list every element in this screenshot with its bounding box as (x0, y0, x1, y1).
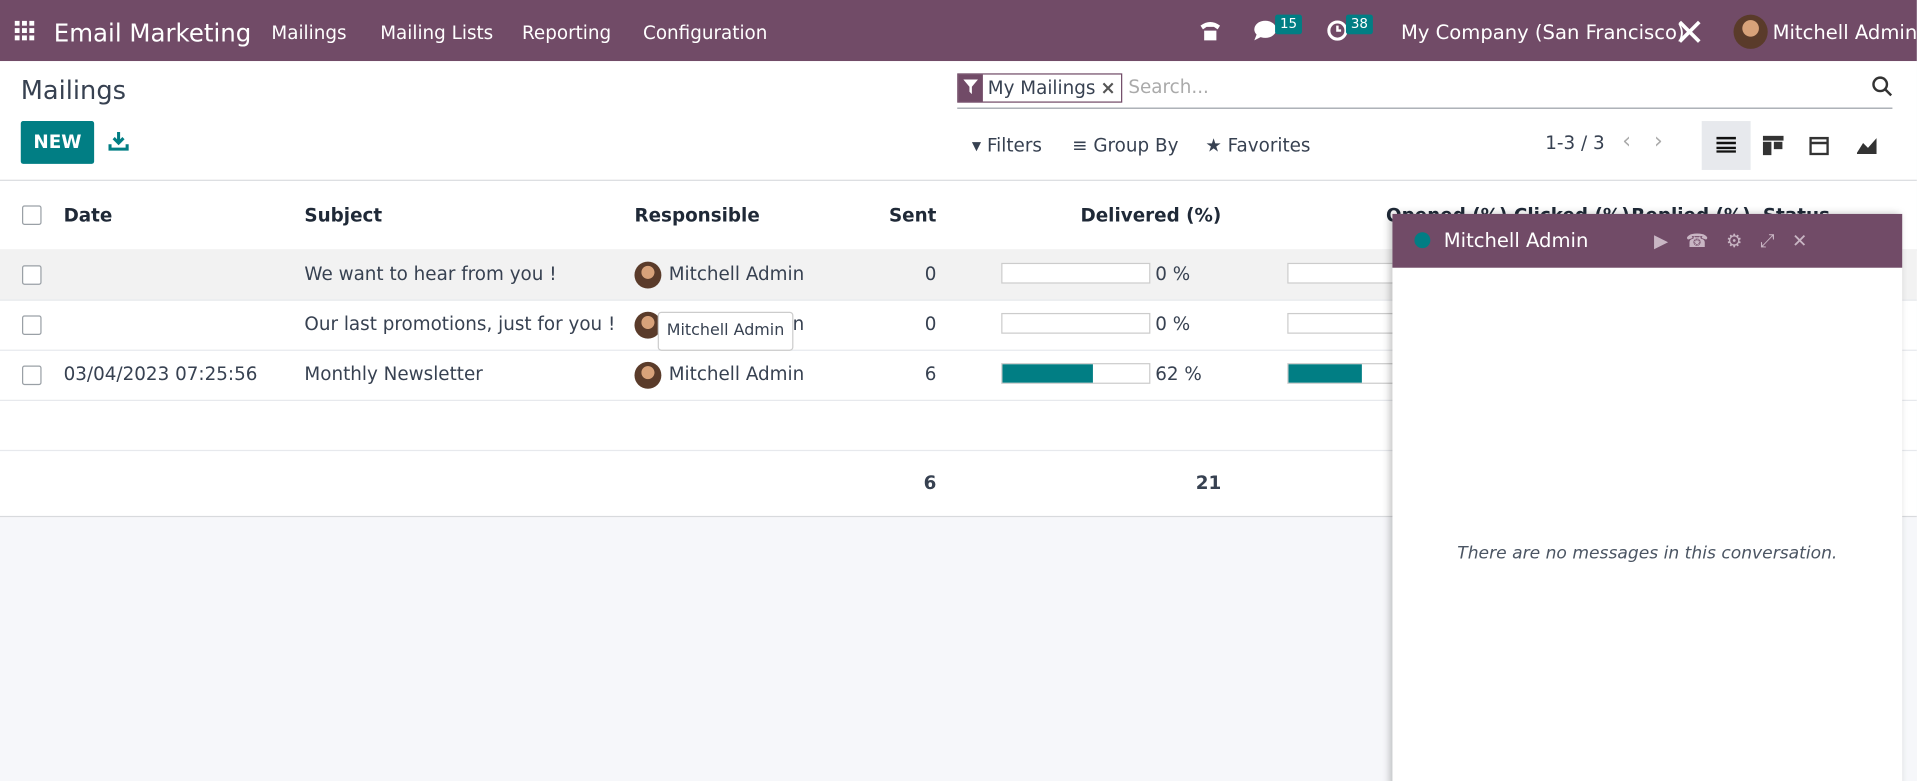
column-header[interactable]: Subject (304, 204, 383, 227)
row-checkbox[interactable] (22, 315, 42, 335)
date-cell: 03/04/2023 07:25:56 (63, 363, 258, 386)
phone-icon[interactable] (1198, 18, 1222, 42)
calendar-view[interactable] (1809, 134, 1829, 156)
download-icon[interactable] (108, 131, 130, 152)
subject-cell: We want to hear from you ! (304, 262, 557, 285)
tooltip: Mitchell Admin (657, 311, 794, 351)
column-header[interactable]: Sent (888, 204, 937, 227)
pager-next[interactable]: › (1654, 128, 1663, 155)
row-checkbox[interactable] (22, 365, 42, 386)
subject-cell: Our last promotions, just for you ! (304, 312, 616, 335)
filters-button[interactable]: ▾ Filters (971, 134, 1042, 157)
search-input[interactable]: Search... (1128, 75, 1209, 98)
progress-fill (1002, 364, 1094, 383)
debug-icon[interactable] (1676, 18, 1703, 45)
control-panel: Mailings NEW My Mailings × Search... ▾ F… (0, 61, 1917, 181)
avatar (634, 261, 662, 289)
group-by-button[interactable]: ≡ Group By (1072, 134, 1179, 157)
sent-cell: 0 (924, 262, 937, 285)
avatar (634, 361, 662, 389)
avatar (634, 311, 662, 339)
activities-badge: 38 (1345, 14, 1373, 35)
filters-label: Filters (986, 134, 1042, 157)
chat-actions[interactable]: ▶ ☎ ⚙ ⤢ ✕ (1654, 229, 1808, 252)
total-delivered: 21 (1195, 471, 1222, 494)
row-checkbox[interactable] (22, 265, 42, 285)
user-avatar[interactable] (1733, 14, 1768, 49)
column-header[interactable]: Date (63, 204, 113, 227)
status-dot (1414, 232, 1431, 249)
progress-bar (1001, 312, 1151, 334)
subject-cell: Monthly Newsletter (304, 363, 483, 386)
chat-header: Mitchell Admin ▶ ☎ ⚙ ⤢ ✕ (1392, 213, 1903, 268)
search-facet[interactable]: My Mailings × (957, 73, 1122, 103)
group-by-label: Group By (1093, 134, 1179, 157)
delivered-label: 62 % (1155, 363, 1202, 386)
total-sent: 6 (923, 471, 937, 494)
search-bar (957, 73, 1893, 109)
progress-fill (1288, 364, 1362, 383)
totals-row: 6 21 (0, 450, 1917, 516)
messages-badge: 15 (1275, 14, 1302, 35)
favorites-label: Favorites (1227, 134, 1311, 157)
facet-label: My Mailings (987, 77, 1096, 100)
delivered-label: 0 % (1155, 312, 1191, 335)
sent-cell: 0 (924, 312, 937, 335)
apps-icon[interactable] (14, 20, 36, 42)
progress-bar (1001, 363, 1151, 384)
select-all[interactable] (22, 205, 42, 225)
navbar: Email Marketing Mailings Mailing Lists R… (0, 0, 1917, 62)
chat-name[interactable]: Mitchell Admin (1443, 228, 1589, 252)
column-header[interactable]: Responsible (634, 204, 760, 227)
user-name[interactable]: Mitchell Admin (1772, 20, 1917, 45)
pager: 1-3 / 3 (1545, 132, 1605, 155)
graph-view[interactable] (1856, 136, 1879, 156)
column-header[interactable]: Delivered (%) (1080, 204, 1222, 227)
menu-item[interactable]: Configuration (643, 22, 768, 45)
company-switch[interactable]: My Company (San Francisco) (1400, 20, 1685, 45)
empty-row (0, 400, 1917, 452)
responsible-cell: Mitchell Admin (668, 262, 805, 285)
sent-cell: 6 (924, 363, 937, 386)
delivered-label: 0 % (1155, 262, 1191, 285)
app-name[interactable]: Email Marketing (53, 18, 252, 48)
facet-remove[interactable]: × (1100, 77, 1116, 100)
responsible-cell: Mitchell Admin (668, 363, 805, 386)
progress-bar (1001, 262, 1151, 284)
new-button[interactable]: NEW (20, 121, 95, 164)
chat-empty: There are no messages in this conversati… (1457, 544, 1838, 564)
list-view[interactable] (1701, 121, 1751, 170)
menu-item[interactable]: Mailings (271, 22, 347, 45)
menu-item[interactable]: Mailing Lists (380, 22, 494, 45)
favorites-button[interactable]: ★ Favorites (1205, 134, 1311, 157)
pager-prev[interactable]: ‹ (1622, 128, 1632, 155)
chat-icon[interactable] (1253, 20, 1280, 42)
search-icon[interactable] (1872, 76, 1894, 98)
page-title: Mailings (20, 75, 127, 106)
menu-item[interactable]: Reporting (522, 22, 612, 45)
chat-window: Mitchell Admin ▶ ☎ ⚙ ⤢ ✕ There are no me… (1392, 213, 1903, 781)
kanban-view[interactable] (1762, 135, 1784, 156)
